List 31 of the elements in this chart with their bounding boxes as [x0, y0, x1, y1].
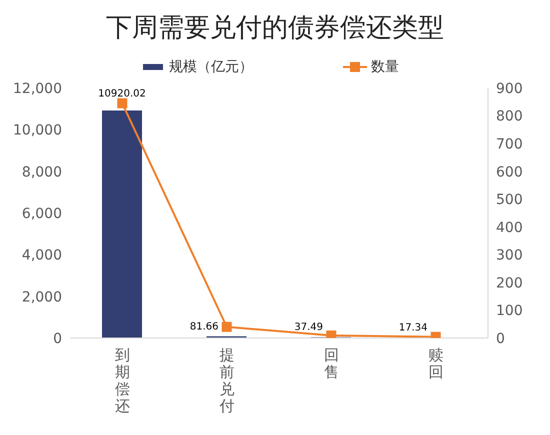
data-label: 81.66 [190, 321, 218, 332]
x-tick-label: 提前兑付 [218, 346, 234, 415]
data-label: 10920.02 [98, 88, 146, 100]
x-tick-label: 赎回 [428, 346, 444, 381]
data-label: 37.49 [294, 322, 323, 334]
y-tick-label: 8,000 [22, 164, 62, 180]
point [222, 322, 232, 332]
y-tick-label: 6,000 [22, 206, 62, 222]
y-tick-label: 0 [53, 330, 62, 347]
y2-tick-label: 0 [496, 330, 505, 347]
y2-tick-label: 800 [496, 108, 523, 125]
y-tick-label: 10,000 [13, 122, 62, 139]
point [117, 98, 128, 108]
x-tick-label: 到期偿还 [114, 346, 130, 415]
y2-tick-label: 300 [496, 248, 523, 264]
legend-label: 数量 [371, 58, 399, 76]
y-tick-label: 4,000 [22, 248, 62, 264]
y2-tick-label: 900 [496, 80, 523, 97]
bar [102, 110, 142, 338]
x-tick-label: 回售 [324, 346, 339, 381]
y2-tick-label: 700 [496, 136, 523, 153]
y2-tick-label: 400 [496, 220, 523, 236]
y-tick-label: 12,000 [13, 80, 62, 97]
legend-label: 规模（亿元） [169, 58, 253, 76]
y2-tick-label: 500 [496, 192, 523, 208]
y2-tick-label: 100 [496, 303, 523, 320]
data-label: 17.34 [398, 322, 428, 334]
y-tick-label: 2,000 [22, 289, 62, 306]
y2-tick-label: 200 [496, 275, 523, 292]
y2-tick-label: 600 [496, 164, 523, 180]
chart-title: 下周需要兑付的债券偿还类型 [105, 12, 445, 45]
